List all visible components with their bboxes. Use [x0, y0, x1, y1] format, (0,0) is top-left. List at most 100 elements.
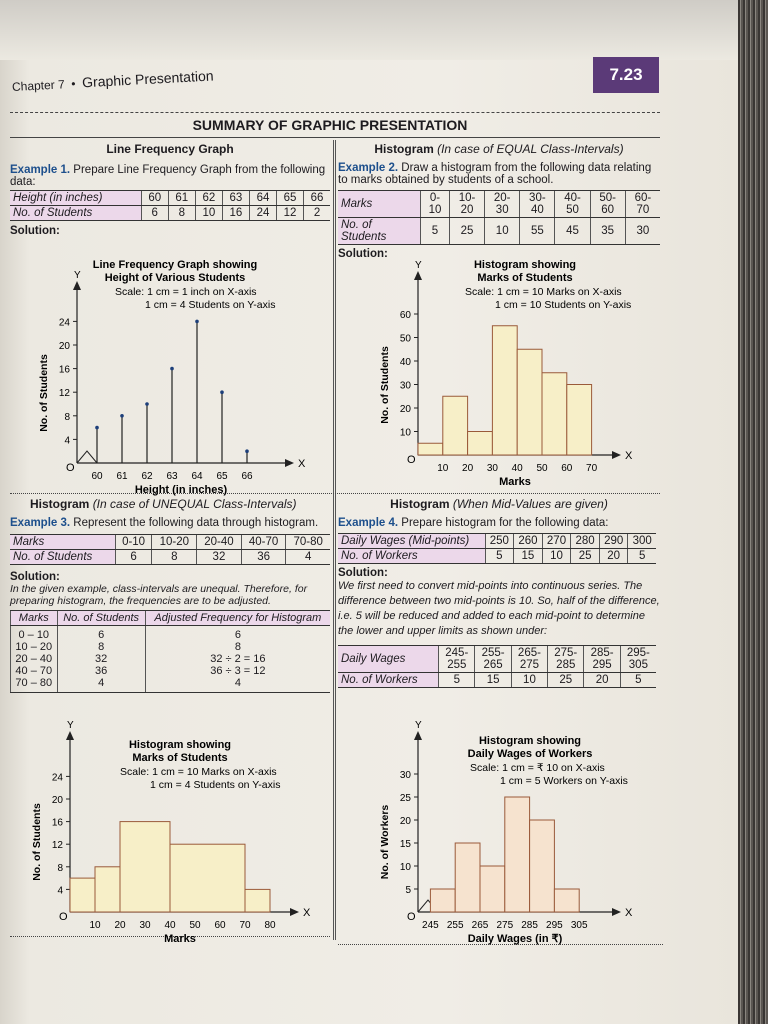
table-cell: 5 [627, 548, 656, 564]
column-divider [333, 140, 336, 940]
table-body: 0 – 10 10 – 20 20 – 40 40 – 70 70 – 80 6 8 32 36… [10, 625, 330, 693]
x-tick-label: 60 [214, 920, 226, 931]
table-cell: 30-40 [519, 190, 555, 218]
table-cell: 10 – 20 [15, 641, 53, 653]
table-cell: 62 [194, 190, 223, 206]
row-label: No. of Students [338, 217, 421, 245]
y-axis-arrow-icon [66, 731, 74, 740]
table-row: Daily Wages (Mid-points) 250 260 270 280 290 3… [338, 533, 656, 549]
row-label: No. of Workers [338, 548, 486, 564]
data-point [120, 414, 124, 418]
table-cell: 8 [98, 641, 105, 653]
table-cell: 0-10 [114, 534, 152, 550]
x-axis-arrow-icon [612, 451, 621, 459]
y-tick-label: 20 [59, 341, 71, 352]
table-cell: 5 [484, 548, 514, 564]
table-column: 0 – 10 10 – 20 20 – 40 40 – 70 70 – 80 [10, 625, 58, 693]
table-cell: 65 [276, 190, 304, 206]
data-table-continuous: Daily Wages 245- 255 255- 265 265- 275 275- … [338, 645, 656, 688]
table-cell: 66 [303, 190, 330, 206]
x-tick-label: 265 [472, 920, 489, 931]
page-title: SUMMARY OF GRAPHIC PRESENTATION [192, 117, 468, 133]
y-tick-label: 16 [59, 365, 71, 376]
origin-label: O [407, 454, 416, 466]
table-cell: 20-30 [484, 190, 520, 218]
y-tick-label: 5 [405, 885, 411, 896]
solution-note: In the given example, class-intervals ar… [10, 583, 308, 607]
x-tick-label: 20 [114, 920, 126, 931]
table-column: 6 8 32 36 4 [56, 625, 146, 693]
origin-label: O [66, 462, 75, 474]
table-cell: 4 [285, 549, 330, 565]
page-shadow [0, 0, 738, 60]
table-cell: 24 [248, 205, 277, 221]
y-tick-label: 12 [52, 840, 64, 851]
y-tick-label: 8 [57, 863, 63, 874]
table-cell: 45 [554, 217, 591, 245]
table-cell: 10-20 [151, 534, 197, 550]
table-cell: 60 [140, 190, 169, 206]
table-cell: 275- 285 [547, 645, 584, 673]
x-tick-label: 245 [422, 920, 439, 931]
table-cell: 36 [240, 549, 286, 565]
x-tick-label: 70 [586, 463, 598, 474]
solution-label: Solution: [338, 248, 388, 260]
histogram-bar [429, 888, 456, 913]
data-table: Height (in inches) 60 61 62 63 64 65 66 No. of S… [10, 190, 330, 221]
histogram-bar [467, 431, 493, 456]
y-tick-label: 24 [59, 317, 71, 328]
x-tick-label: 65 [216, 471, 228, 482]
table-cell: 35 [589, 217, 626, 245]
table-cell: 61 [167, 190, 196, 206]
histogram-bar [169, 843, 246, 913]
table-cell: 265- 275 [510, 645, 548, 673]
x-axis-letter: X [303, 907, 311, 919]
x-tick-label: 40 [512, 463, 524, 474]
chart-scale: 1 cm = 5 Workers on Y-axis [500, 775, 628, 787]
divider [338, 944, 663, 945]
example-label: Example 2. [338, 162, 399, 174]
table-cell: 40-70 [240, 534, 286, 550]
chart-title: Histogram showing [474, 259, 576, 271]
table-cell: 32 [95, 653, 108, 665]
divider [10, 493, 660, 494]
row-label: Height (in inches) [10, 190, 142, 206]
table-cell: 5 [619, 672, 656, 688]
histogram-bar [541, 372, 568, 456]
table-cell: 0 – 10 [18, 629, 50, 641]
y-tick-label: 20 [400, 404, 412, 415]
table-row: No. of Students 6 8 32 36 4 [10, 549, 330, 565]
example-text: Draw a histogram from the following data… [338, 162, 652, 186]
origin-label: O [59, 911, 68, 923]
table-cell: 40 – 70 [15, 665, 53, 677]
example-text: Prepare Line Frequency Graph from the fo… [10, 164, 326, 188]
data-point [95, 425, 99, 430]
example-1: Line Frequency Graph Example 1. Prepare … [10, 142, 330, 237]
x-tick-label: 10 [437, 463, 449, 474]
table-cell: 25 [448, 217, 485, 245]
table-cell: 25 [570, 548, 600, 564]
table-cell: 32 [196, 549, 242, 565]
section-heading: Line Frequency Graph [106, 142, 234, 156]
histogram-bar [566, 384, 593, 456]
adjusted-frequency-table: Marks No. of Students Adjusted Frequency f… [10, 610, 330, 693]
x-tick-label: 295 [546, 920, 563, 931]
table-cell: 8 [167, 205, 196, 221]
heading-note: (In case of UNEQUAL Class-Intervals) [92, 497, 297, 511]
y-tick-label: 25 [400, 793, 412, 804]
example-label: Example 4. [338, 517, 399, 529]
heading-note: (In case of EQUAL Class-Intervals) [437, 142, 624, 156]
y-tick-label: 40 [400, 357, 412, 368]
table-cell: 64 [248, 190, 277, 206]
y-tick-label: 50 [400, 334, 412, 345]
y-axis-label: No. of Students [31, 803, 43, 881]
histogram-bar [244, 888, 271, 913]
table-header-row: Marks No. of Students Adjusted Frequency f… [10, 610, 330, 626]
x-tick-label: 64 [191, 471, 203, 482]
origin-label: O [407, 911, 416, 923]
table-cell: 36 ÷ 3 = 12 [210, 665, 266, 677]
y-tick-label: 60 [400, 310, 412, 321]
table-cell: 8 [151, 549, 197, 565]
table-cell: 4 [234, 677, 241, 689]
x-tick-label: 275 [496, 920, 513, 931]
